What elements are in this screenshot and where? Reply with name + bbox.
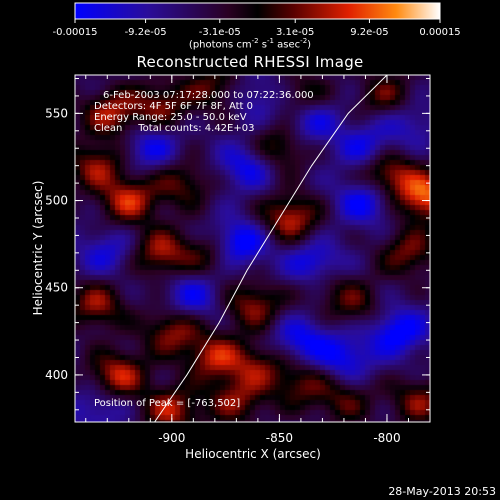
y-axis: 400 450 500 550 (45, 77, 430, 411)
annotation-energy-range: Energy Range: 25.0 - 50.0 keV (94, 112, 247, 123)
heatmap-image (75, 75, 430, 422)
x-tick-label: -800 (373, 431, 400, 445)
heatmap-raster (75, 75, 430, 422)
y-tick-label: 450 (45, 281, 68, 295)
y-tick-label: 400 (45, 368, 68, 382)
colorbar-unit-label: (photons cm-2 s-1 asec-2) (188, 37, 312, 51)
chart-title: Reconstructed RHESSI Image (136, 53, 364, 71)
colorbar-ticks: -0.00015 -9.2e-05 -3.1e-05 3.1e-05 9.2e-05 0.… (53, 19, 461, 38)
annotation-time-range: 6-Feb-2003 07:17:28.000 to 07:22:36.000 (103, 90, 314, 101)
colorbar-tick-label: -3.1e-05 (199, 27, 241, 38)
colorbar-tick-label: 9.2e-05 (350, 27, 388, 38)
x-axis-label: Heliocentric X (arcsec) (185, 447, 321, 461)
colorbar (74, 2, 441, 20)
x-tick-label: -900 (158, 431, 185, 445)
annotation-peak-position: Position of Peak = [-763,502] (94, 398, 241, 409)
plot-frame (74, 74, 431, 423)
solar-limb-curve (154, 75, 388, 422)
colorbar-tick-label: -0.00015 (53, 27, 98, 38)
x-axis: -900 -850 -800 (85, 75, 431, 445)
annotation-detectors: Detectors: 4F 5F 6F 7F 8F, Att 0 (94, 101, 254, 112)
colorbar-tick-label: -9.2e-05 (125, 27, 167, 38)
colorbar-tick-label: 0.00015 (419, 27, 460, 38)
annotation-clean-counts: Clean Total counts: 4.42E+03 (94, 123, 255, 134)
footer-timestamp: 28-May-2013 20:53 (388, 485, 496, 498)
colorbar-tick-label: 3.1e-05 (276, 27, 314, 38)
x-tick-label: -850 (266, 431, 293, 445)
y-tick-label: 550 (45, 106, 68, 120)
y-axis-label: Heliocentric Y (arcsec) (31, 181, 45, 316)
y-tick-label: 500 (45, 194, 68, 208)
